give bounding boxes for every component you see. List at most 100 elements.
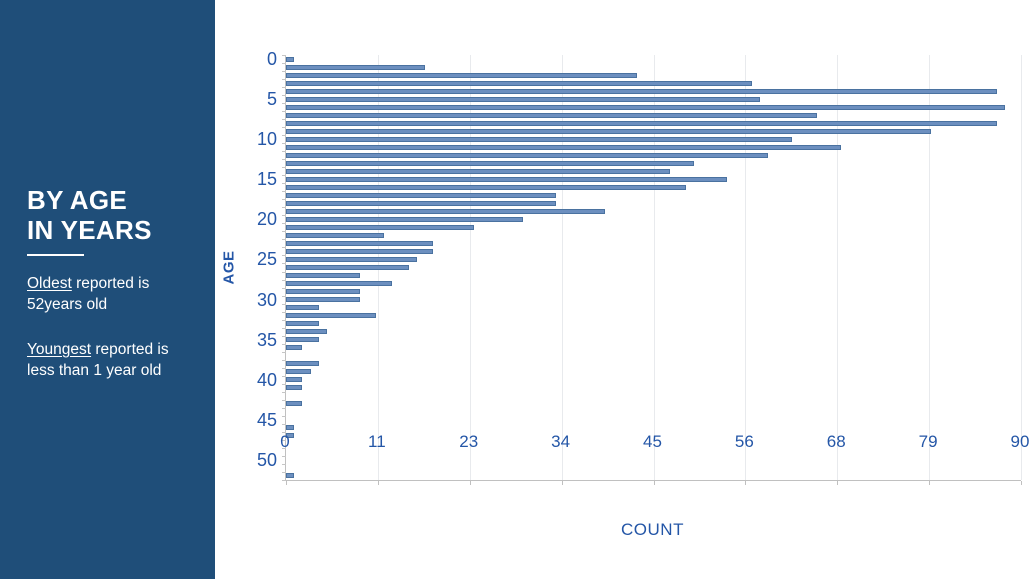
bar-age-18 xyxy=(286,200,556,206)
bar-age-7 xyxy=(286,112,817,118)
bar-age-47 xyxy=(286,433,295,439)
youngest-note: Youngest reported is less than 1 year ol… xyxy=(27,339,187,381)
x-axis-tick xyxy=(1021,481,1022,485)
gridline xyxy=(561,55,563,480)
y-axis-minor-tick xyxy=(282,343,286,345)
gridline xyxy=(745,55,747,480)
y-axis-minor-tick xyxy=(282,87,286,89)
y-tick-label: 0 xyxy=(266,49,277,69)
y-axis-minor-tick xyxy=(282,135,286,137)
y-axis-minor-tick xyxy=(282,327,286,329)
x-axis-tick xyxy=(837,481,839,485)
bar-age-41 xyxy=(286,385,303,391)
bar-age-34 xyxy=(286,329,327,335)
bar-age-2 xyxy=(286,72,638,78)
bar-age-46 xyxy=(286,425,295,431)
youngest-note-text: reported is less than 1 year old xyxy=(27,341,169,379)
bar-age-29 xyxy=(286,289,360,295)
y-axis-minor-tick xyxy=(282,263,286,265)
y-tick-label: 50 xyxy=(256,449,277,470)
bar-age-24 xyxy=(286,248,433,254)
bar-age-10 xyxy=(286,136,793,142)
x-axis-tick xyxy=(286,481,287,485)
x-tick-label: 23 xyxy=(459,432,479,451)
bar-age-0 xyxy=(286,56,295,62)
y-axis-minor-tick xyxy=(282,175,286,177)
x-axis-tick xyxy=(745,481,747,485)
y-axis-minor-tick xyxy=(282,335,286,337)
gridline xyxy=(929,55,931,480)
sidebar: BY AGE IN YEARS Oldest reported is 52yea… xyxy=(0,0,215,579)
bar-age-35 xyxy=(286,337,319,343)
y-tick-label: 15 xyxy=(256,169,277,190)
y-axis-minor-tick xyxy=(282,407,286,409)
bar-age-31 xyxy=(286,305,319,311)
bar-age-5 xyxy=(286,96,760,102)
x-tick-label: 0 xyxy=(280,432,290,451)
y-axis-minor-tick xyxy=(282,207,286,209)
bar-age-27 xyxy=(286,273,360,279)
bar-age-22 xyxy=(286,232,384,238)
bar-age-12 xyxy=(286,152,768,158)
y-axis-minor-tick xyxy=(282,391,286,393)
y-axis-minor-tick xyxy=(282,351,286,353)
bar-age-15 xyxy=(286,176,727,182)
x-tick-label: 68 xyxy=(826,432,846,451)
gridline xyxy=(1021,55,1022,480)
y-tick-label: 35 xyxy=(256,329,277,350)
bar-age-36 xyxy=(286,345,303,351)
bar-age-16 xyxy=(286,184,687,190)
y-axis-minor-tick xyxy=(282,167,286,169)
y-axis-minor-tick xyxy=(282,79,286,81)
x-tick-label: 11 xyxy=(368,432,386,451)
bar-age-4 xyxy=(286,88,997,94)
x-tick-label: 90 xyxy=(1010,432,1030,451)
y-axis-minor-tick xyxy=(282,143,286,145)
bar-age-38 xyxy=(286,361,319,367)
y-axis-minor-tick xyxy=(282,383,286,385)
x-axis-tick xyxy=(653,481,655,485)
y-axis-minor-tick xyxy=(282,431,286,433)
bar-age-40 xyxy=(286,377,303,383)
y-axis-minor-tick xyxy=(282,191,286,193)
y-axis-minor-tick xyxy=(282,239,286,241)
bar-age-1 xyxy=(286,64,425,70)
bar-age-33 xyxy=(286,321,319,327)
bar-age-20 xyxy=(286,216,523,222)
y-axis-minor-tick xyxy=(282,375,286,377)
bar-age-30 xyxy=(286,297,360,303)
x-tick-label: 56 xyxy=(734,432,754,451)
y-tick-label: 40 xyxy=(256,369,277,390)
bar-age-8 xyxy=(286,120,997,126)
y-axis-minor-tick xyxy=(282,295,286,297)
bar-age-43 xyxy=(286,401,303,407)
sidebar-title-line1: BY AGE xyxy=(27,185,128,215)
y-axis-minor-tick xyxy=(282,215,286,217)
y-axis-minor-tick xyxy=(282,415,286,417)
y-axis-minor-tick xyxy=(282,287,286,289)
gridline xyxy=(469,55,471,480)
y-axis-minor-tick xyxy=(282,279,286,281)
bar-age-28 xyxy=(286,281,393,287)
y-axis-minor-tick xyxy=(282,480,286,481)
oldest-underlined-word: Oldest xyxy=(27,275,72,292)
y-axis-minor-tick xyxy=(282,247,286,249)
y-axis-minor-tick xyxy=(282,359,286,361)
y-axis-minor-tick xyxy=(282,63,286,65)
y-axis-minor-tick xyxy=(282,159,286,161)
x-axis-tick xyxy=(561,481,563,485)
gridline xyxy=(653,55,655,480)
y-axis-minor-tick xyxy=(282,255,286,257)
y-axis-minor-tick xyxy=(282,399,286,401)
bar-age-23 xyxy=(286,240,433,246)
x-axis-tick xyxy=(469,481,471,485)
bar-age-14 xyxy=(286,168,670,174)
bar-age-52 xyxy=(286,473,295,479)
y-axis-minor-tick xyxy=(282,455,286,457)
y-axis-minor-tick xyxy=(282,311,286,313)
x-axis-tick xyxy=(929,481,931,485)
y-axis-minor-tick xyxy=(282,367,286,369)
chart-panel: AGE 0 5 10 15 20 25 30 35 40 45 50 0 11 23 34 45 56 68 79… xyxy=(215,0,1030,579)
x-tick-label: 34 xyxy=(551,432,571,451)
